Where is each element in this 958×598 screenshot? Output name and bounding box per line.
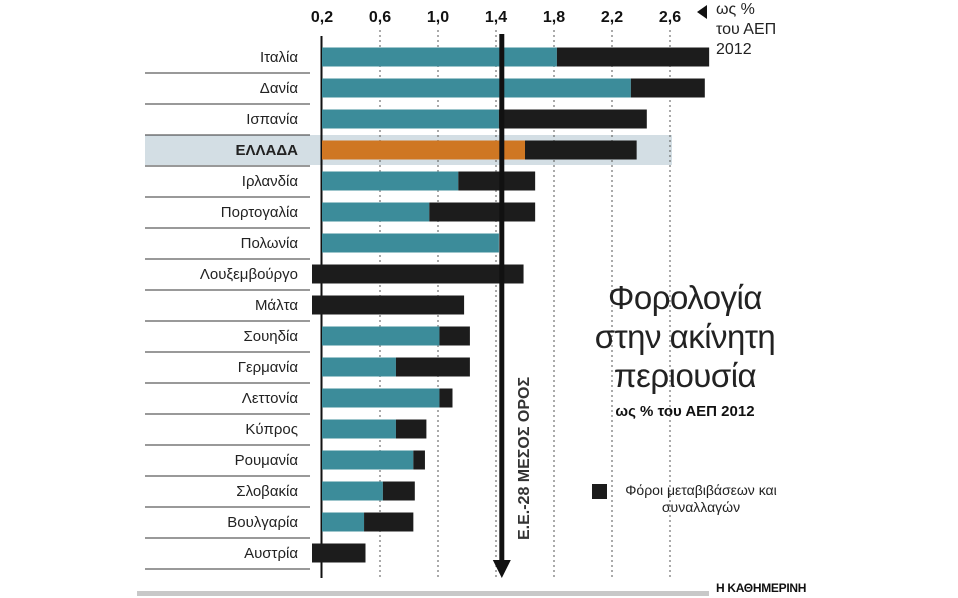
bar-segment-transfer-tax <box>439 388 453 408</box>
category-label: Δανία <box>260 80 299 97</box>
x-tick-label: 1,8 <box>543 9 565 26</box>
title-line: περιουσία <box>613 357 757 394</box>
chart-title: Φορολογία στην ακίνητη περιουσία ως % το… <box>560 278 810 420</box>
bar-segment-first <box>322 388 440 408</box>
category-label: Πορτογαλία <box>221 204 299 221</box>
bar-segment-transfer-tax <box>429 202 536 222</box>
bar-segment-first <box>322 450 414 470</box>
bar-segment-first <box>322 233 499 253</box>
x-tick-label: 1,4 <box>485 9 507 26</box>
category-label: Ιταλία <box>260 49 298 66</box>
bar-segment-first <box>322 512 365 532</box>
category-label: Σλοβακία <box>236 483 298 500</box>
category-label: Κύπρος <box>245 421 298 438</box>
bar-segment-transfer-tax <box>312 543 366 563</box>
bar-segment-transfer-tax <box>556 47 710 67</box>
category-label: Σουηδία <box>243 328 298 345</box>
bar-segment-transfer-tax <box>364 512 414 532</box>
legend-swatch <box>592 484 607 499</box>
bar-segment-first <box>322 419 396 439</box>
legend-label: Φόροι μεταβιβάσεων και συναλλαγών <box>625 482 777 515</box>
unit-label: ως % του ΑΕΠ 2012 <box>716 0 776 60</box>
x-tick-label: 0,2 <box>311 9 333 26</box>
title-line: Φορολογία <box>608 279 762 316</box>
bar-segment-transfer-tax <box>413 450 425 470</box>
bar-segment-transfer-tax <box>630 78 705 98</box>
source-credit: Η ΚΑΘΗΜΕΡΙΝΗ <box>716 581 807 595</box>
category-label: Γερμανία <box>238 359 299 376</box>
bar-segment-first <box>322 326 440 346</box>
bar-segment-first <box>322 202 430 222</box>
bar-segment-first <box>322 140 525 160</box>
title-line: στην ακίνητη <box>594 318 776 355</box>
bar-segment-first <box>322 357 396 377</box>
category-label: Λουξεμβούργο <box>200 266 298 283</box>
bar-segment-first <box>322 78 631 98</box>
category-label: ΕΛΛΑΔΑ <box>236 142 299 159</box>
bar-segment-transfer-tax <box>439 326 470 346</box>
bar-segment-transfer-tax <box>312 295 465 315</box>
bar-segment-first <box>322 109 499 129</box>
x-tick-label: 2,6 <box>659 9 681 26</box>
bar-segment-transfer-tax <box>395 419 427 439</box>
bar-segment-first <box>322 481 383 501</box>
bottom-rule <box>137 591 709 596</box>
bar-segment-first <box>322 47 557 67</box>
bar-segment-transfer-tax <box>498 109 647 129</box>
bar-segment-transfer-tax <box>395 357 470 377</box>
category-label: Ισπανία <box>246 111 298 128</box>
category-label: Πολωνία <box>241 235 299 252</box>
unit-label-line: 2012 <box>716 41 752 58</box>
chart-subtitle: ως % του ΑΕΠ 2012 <box>615 403 755 420</box>
x-tick-label: 2,2 <box>601 9 623 26</box>
x-tick-label: 0,6 <box>369 9 391 26</box>
unit-arrow-icon <box>697 5 707 19</box>
bar-segment-first <box>322 171 459 191</box>
category-label: Αυστρία <box>244 545 298 562</box>
category-label: Βουλγαρία <box>227 514 298 531</box>
category-label: Μάλτα <box>255 297 298 314</box>
category-label: Λεττονία <box>242 390 299 407</box>
unit-label-line: ως % <box>716 1 755 18</box>
category-label: Ρουμανία <box>235 452 299 469</box>
bar-segment-transfer-tax <box>312 264 524 284</box>
unit-label-line: του ΑΕΠ <box>716 21 777 38</box>
reference-arrow-icon <box>492 560 511 578</box>
category-label: Ιρλανδία <box>242 173 299 190</box>
bar-segment-transfer-tax <box>525 140 637 160</box>
reference-line-label: Ε.Ε.-28 ΜΕΣΟΣ ΟΡΟΣ <box>516 377 533 540</box>
bar-segment-transfer-tax <box>382 481 415 501</box>
legend: Φόροι μεταβιβάσεων και συναλλαγών <box>592 482 786 516</box>
x-tick-label: 1,0 <box>427 9 449 26</box>
bar-segment-transfer-tax <box>458 171 536 191</box>
